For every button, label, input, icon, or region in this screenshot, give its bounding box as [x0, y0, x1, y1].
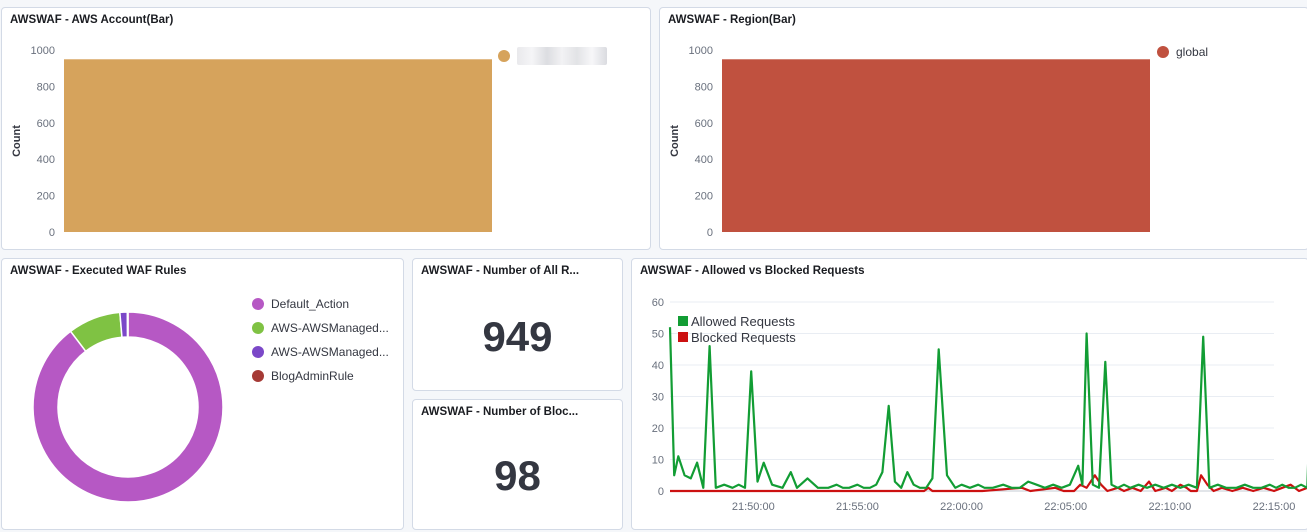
executed-waf-rules-panel: AWSWAF - Executed WAF Rules Default_Acti… [1, 258, 404, 530]
donut-slice [126, 311, 129, 338]
legend-color-dot [1157, 46, 1169, 58]
y-tick-label: 50 [652, 329, 664, 341]
aws-account-bar-chart: 1000 800 600 400 200 0 Count [11, 45, 492, 239]
legend-label: AWS-AWSManaged... [271, 321, 389, 335]
legend-color-square [678, 316, 688, 326]
y-tick-label: 1000 [31, 45, 55, 57]
panel-title: AWSWAF - Number of Bloc... [421, 406, 579, 418]
aws-account-legend[interactable] [498, 44, 607, 68]
redacted-account-id [517, 47, 607, 65]
y-tick-label: 400 [695, 154, 713, 166]
legend-color-dot [252, 346, 264, 358]
legend-color-dot [498, 50, 510, 62]
legend-item-allowed[interactable]: Allowed Requests [678, 313, 796, 329]
y-tick-label: 30 [652, 392, 664, 404]
y-tick-label: 1000 [689, 45, 713, 57]
y-tick-label: 800 [695, 81, 713, 93]
y-tick-label: 0 [707, 227, 713, 239]
y-tick-label: 10 [652, 455, 664, 467]
all-requests-count: 949 [482, 313, 553, 360]
bar [722, 59, 1150, 233]
y-tick-label: 60 [652, 297, 664, 309]
legend-label: Default_Action [271, 297, 350, 311]
y-tick-label: 200 [695, 191, 713, 203]
donut-slice [119, 311, 129, 339]
legend-item-aws-managed-2[interactable]: AWS-AWSManaged... [252, 340, 389, 364]
y-tick-label: 0 [49, 227, 55, 239]
x-tick-label: 22:10:00 [1148, 501, 1191, 513]
y-tick-label: 20 [652, 423, 664, 435]
region-bar-chart: 1000 800 600 400 200 0 Count [669, 45, 1150, 239]
blocked-requests-line [670, 474, 1307, 493]
legend-item-global[interactable]: global [1157, 40, 1208, 64]
y-tick-label: 600 [37, 118, 55, 130]
legend-color-dot [252, 322, 264, 334]
aws-account-bar-panel: AWSWAF - AWS Account(Bar) 1000 800 600 400 2… [1, 7, 651, 250]
all-requests-metric-panel: AWSWAF - Number of All R... 949 [412, 258, 623, 391]
x-tick-label: 22:05:00 [1044, 501, 1087, 513]
legend-item-blocked[interactable]: Blocked Requests [678, 329, 796, 345]
y-tick-label: 800 [37, 81, 55, 93]
allowed-requests-line [668, 327, 1307, 489]
y-tick-label: 600 [695, 118, 713, 130]
blocked-requests-metric-panel: AWSWAF - Number of Bloc... 98 [412, 399, 623, 530]
donut-slice [32, 311, 224, 503]
legend-item-aws-managed-1[interactable]: AWS-AWSManaged... [252, 316, 389, 340]
bar [64, 59, 492, 233]
y-tick-label: 200 [37, 191, 55, 203]
x-tick-label: 21:50:00 [732, 501, 775, 513]
legend-color-dot [252, 370, 264, 382]
legend-item[interactable] [498, 44, 607, 68]
legend-label: Blocked Requests [691, 329, 796, 345]
region-legend[interactable]: global [1157, 40, 1208, 64]
executed-rules-donut-chart [32, 311, 224, 503]
x-tick-label: 22:00:00 [940, 501, 983, 513]
y-tick-label: 0 [658, 486, 664, 498]
y-tick-label: 40 [652, 360, 664, 372]
legend-color-square [678, 332, 688, 342]
legend-label: Allowed Requests [691, 313, 796, 329]
legend-label: global [1176, 45, 1209, 59]
legend-label: AWS-AWSManaged... [271, 345, 389, 359]
legend-item-blog-admin-rule[interactable]: BlogAdminRule [252, 364, 389, 388]
region-bar-panel: AWSWAF - Region(Bar) 1000 800 600 400 200 0 Co… [659, 7, 1307, 250]
x-tick-label: 21:55:00 [836, 501, 879, 513]
legend-item-default-action[interactable]: Default_Action [252, 292, 389, 316]
executed-rules-legend[interactable]: Default_Action AWS-AWSManaged... AWS-AWS… [252, 292, 389, 388]
allowed-vs-blocked-line-chart: 60 50 40 30 20 10 0 21:50:00 21:55:00 22:00:00 22:… [652, 297, 1307, 513]
line-chart-legend[interactable]: Allowed Requests Blocked Requests [678, 313, 796, 345]
y-tick-label: 400 [37, 154, 55, 166]
y-axis-label: Count [669, 125, 681, 157]
allowed-vs-blocked-panel: AWSWAF - Allowed vs Blocked Requests 60 5… [631, 258, 1307, 530]
legend-label: BlogAdminRule [271, 369, 354, 383]
blocked-requests-count: 98 [494, 452, 541, 499]
legend-color-dot [252, 298, 264, 310]
panel-title: AWSWAF - Number of All R... [421, 265, 580, 277]
x-tick-label: 22:15:00 [1253, 501, 1296, 513]
y-axis-label: Count [11, 125, 23, 157]
